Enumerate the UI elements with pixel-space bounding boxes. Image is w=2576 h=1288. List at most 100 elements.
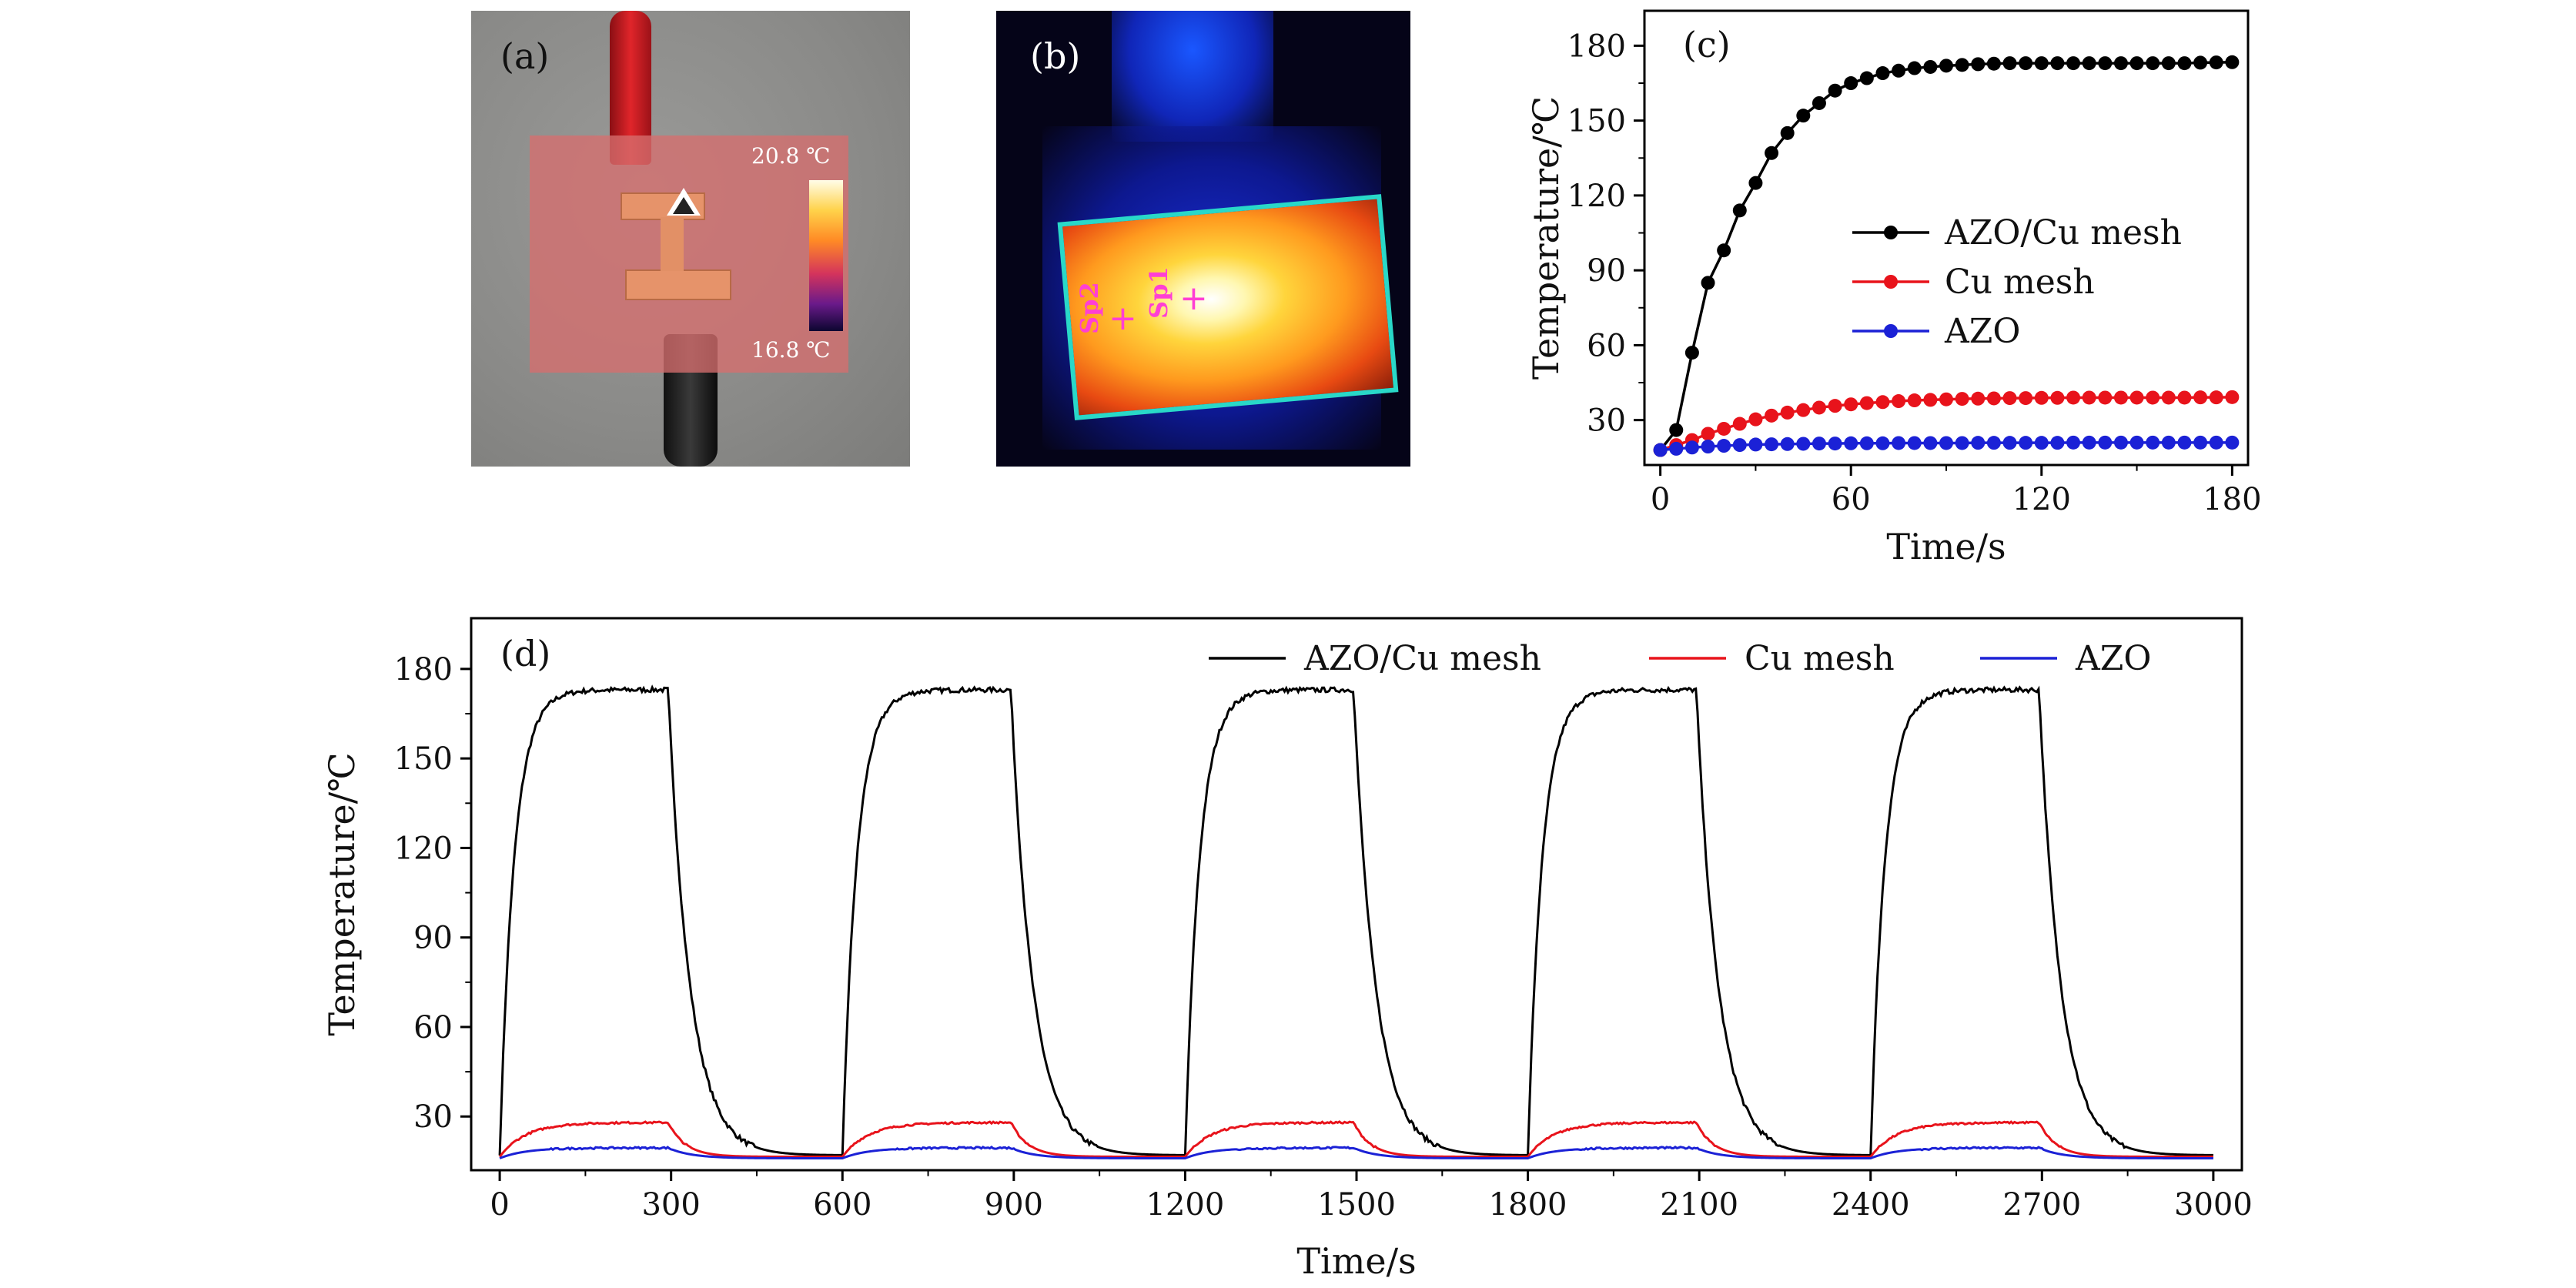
y-tick-label: 60 [413, 1010, 453, 1045]
data-point [1669, 441, 1684, 456]
data-point [1859, 396, 1874, 410]
upper-clip-glow [1112, 11, 1273, 142]
data-point [1923, 436, 1938, 450]
data-point [1796, 403, 1811, 417]
chart-d: 0 300 600 900 1200 1500 1800 2100 2400 2700 3000 30… [321, 617, 2253, 1282]
spot-marker-1: + [1179, 279, 1208, 318]
data-point [1748, 437, 1763, 452]
data-point [1684, 346, 1699, 360]
data-point [2019, 56, 2033, 71]
x-tick-label: 60 [1832, 482, 1871, 517]
data-point [2050, 56, 2065, 71]
legend-label: AZO/Cu mesh [1944, 213, 2182, 253]
colorbar-min-label: 16.8 ℃ [751, 337, 831, 363]
data-point [1955, 392, 1969, 406]
data-point [1892, 394, 1906, 409]
data-point [1780, 125, 1795, 140]
data-point [1828, 437, 1842, 451]
x-tick-label: 2400 [1832, 1187, 1910, 1223]
data-point [1986, 391, 2001, 406]
data-point [1859, 436, 1874, 450]
data-point [2209, 435, 2223, 450]
data-point [2098, 56, 2113, 71]
panel-tag-d: (d) [500, 633, 550, 674]
marker-triangle-inner [673, 197, 694, 214]
series-line [498, 1120, 2213, 1159]
data-point [1923, 59, 1938, 74]
data-point [1765, 408, 1779, 423]
y-tick-label: 60 [1587, 328, 1626, 363]
x-tick-label: 2100 [1660, 1187, 1738, 1223]
data-point [2193, 390, 2208, 405]
data-point [2225, 55, 2240, 69]
legend-marker [1884, 275, 1898, 289]
x-tick-label: 900 [985, 1187, 1043, 1223]
data-point [1748, 412, 1763, 427]
y-tick-label: 30 [413, 1099, 453, 1135]
series-line [1659, 61, 2233, 451]
data-point [2082, 56, 2096, 71]
data-point [1986, 436, 2001, 450]
data-point [2177, 435, 2192, 450]
data-point [1955, 58, 1969, 72]
data-point [1923, 393, 1938, 407]
data-point [2113, 435, 2128, 450]
legend-marker [1884, 324, 1898, 338]
legend-label: AZO [1944, 312, 2020, 351]
data-point [2002, 436, 2017, 450]
y-tick-label: 150 [1567, 104, 1626, 139]
data-point [2034, 56, 2049, 71]
spot-marker-2: + [1109, 299, 1137, 338]
x-tick-label: 1800 [1489, 1187, 1567, 1223]
data-point [1748, 176, 1763, 190]
data-point [2002, 56, 2017, 71]
data-point [1717, 243, 1731, 258]
data-point [1653, 443, 1668, 457]
data-point [2034, 436, 2049, 450]
data-point [2193, 435, 2208, 450]
data-point [1971, 391, 1986, 406]
panel-tag-a: (a) [500, 35, 550, 77]
legend-label: Cu mesh [1945, 263, 2095, 302]
data-point [1986, 56, 2001, 71]
data-point [2129, 435, 2144, 450]
x-tick-label: 0 [490, 1187, 509, 1223]
data-point [2066, 390, 2081, 405]
data-point [1892, 63, 1906, 78]
plot-frame [470, 617, 2243, 1172]
chart-c: 0 60 120 180 30 60 90 120 150 180 (c) Time/s Tempera… [1525, 9, 2262, 567]
x-tick-label: 600 [813, 1187, 871, 1223]
series-line [498, 684, 2213, 1157]
data-point [1701, 427, 1715, 441]
data-point [2066, 56, 2081, 71]
y-tick-label: 180 [1567, 28, 1626, 64]
data-point [1812, 437, 1826, 451]
data-point [1939, 59, 1953, 73]
data-point [2177, 390, 2192, 405]
photo-panel-a: 20.8 ℃ 16.8 ℃ (a) [471, 11, 910, 467]
data-point [2019, 436, 2033, 450]
data-point [2161, 435, 2176, 450]
data-point [1669, 423, 1684, 437]
data-point [2098, 390, 2113, 405]
data-point [1907, 393, 1922, 408]
data-point [1765, 146, 1779, 160]
data-point [2209, 55, 2223, 70]
panel-tag-b: (b) [1030, 35, 1081, 77]
data-point [2209, 390, 2223, 405]
data-point [2050, 436, 2065, 450]
data-point [1892, 436, 1906, 450]
data-point [1812, 95, 1826, 110]
x-axis-label: Time/s [1296, 1240, 1416, 1282]
data-point [1732, 203, 1747, 218]
data-point [2082, 390, 2096, 405]
data-point [2082, 435, 2096, 450]
data-point [2146, 435, 2160, 450]
y-tick-label: 180 [394, 652, 453, 687]
data-point [2113, 56, 2128, 71]
data-point [1875, 66, 1890, 81]
data-point [2098, 435, 2113, 450]
data-point [1939, 392, 1953, 406]
data-point [2113, 390, 2128, 405]
